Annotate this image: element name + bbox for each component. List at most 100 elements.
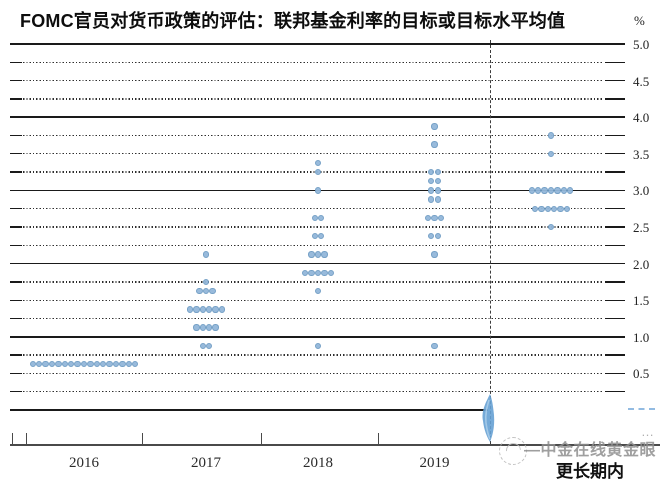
projection-dot bbox=[206, 306, 213, 313]
projection-dot bbox=[29, 361, 36, 368]
gridline-solid bbox=[10, 336, 625, 338]
projection-dot bbox=[68, 361, 75, 368]
gridline-solid bbox=[10, 43, 625, 45]
projection-dot bbox=[318, 232, 325, 240]
gridline-dotted bbox=[23, 61, 602, 63]
gridline-left-seg bbox=[10, 391, 22, 393]
projection-dot bbox=[212, 324, 219, 331]
gridline-right-seg bbox=[605, 153, 625, 155]
projection-dot bbox=[206, 342, 213, 350]
x-tick-label: 2018 bbox=[303, 455, 333, 471]
gridline-solid bbox=[10, 116, 625, 118]
projection-dot bbox=[106, 361, 113, 368]
projection-dot bbox=[202, 278, 210, 286]
projection-dot bbox=[551, 205, 558, 212]
projection-dot bbox=[544, 205, 551, 212]
projection-dot bbox=[87, 361, 94, 368]
projection-dot bbox=[314, 187, 322, 194]
y-tick-label: 3.5 bbox=[633, 146, 650, 162]
watermark-text: —中金在线黄金眼 bbox=[524, 442, 657, 459]
projection-dot bbox=[327, 269, 334, 276]
gridline-left-seg bbox=[10, 317, 22, 320]
projection-dot bbox=[547, 150, 555, 157]
projection-dot bbox=[196, 287, 203, 295]
chart-title: FOMC官员对货币政策的评估：联邦基金利率的目标或目标水平均值 bbox=[20, 11, 566, 31]
gridline-right-seg bbox=[605, 134, 625, 137]
projection-dot bbox=[563, 205, 571, 212]
gridline-right-seg bbox=[605, 372, 625, 375]
gridline-right-seg bbox=[605, 226, 625, 228]
gridline-right-seg bbox=[605, 208, 625, 210]
y-tick-label: 5.0 bbox=[633, 37, 650, 52]
gridline-solid bbox=[10, 409, 488, 411]
projection-dot bbox=[48, 361, 56, 368]
projection-dot bbox=[547, 187, 555, 194]
gridline-dotted bbox=[23, 299, 602, 301]
gridline-left-seg bbox=[10, 61, 22, 63]
gridline-left-seg bbox=[10, 79, 22, 82]
projection-dot bbox=[567, 187, 574, 194]
gridline-dotted bbox=[23, 226, 602, 228]
projection-dot bbox=[302, 269, 309, 276]
projection-dot bbox=[36, 361, 43, 368]
gridline-right-seg bbox=[605, 281, 625, 283]
projection-dot bbox=[431, 123, 438, 130]
x-tick-label: 2017 bbox=[191, 455, 221, 471]
projection-dot bbox=[132, 361, 139, 368]
gridline-dotted bbox=[23, 317, 602, 320]
x-axis-tick bbox=[26, 433, 28, 444]
projection-dot bbox=[314, 287, 322, 295]
projection-dot bbox=[218, 306, 226, 313]
gridline-dotted bbox=[23, 171, 602, 173]
projection-dot bbox=[547, 223, 555, 231]
y-tick-label: 1.0 bbox=[633, 329, 650, 345]
gridline-left-seg bbox=[10, 134, 22, 137]
gridline-dotted bbox=[23, 79, 602, 82]
projection-dot bbox=[314, 269, 322, 276]
projection-dot bbox=[314, 159, 322, 167]
projection-dot bbox=[538, 205, 545, 212]
projection-dot bbox=[434, 178, 441, 185]
gridline-dotted bbox=[23, 281, 602, 283]
projection-dot bbox=[314, 251, 322, 258]
projection-dot bbox=[206, 324, 213, 331]
projection-dot bbox=[554, 187, 561, 194]
projection-dot bbox=[428, 196, 435, 203]
projection-dot bbox=[434, 232, 441, 240]
projection-dot bbox=[428, 232, 435, 240]
projection-dot bbox=[199, 342, 206, 350]
x-axis-tick bbox=[142, 433, 144, 444]
gridline-dotted bbox=[23, 391, 602, 393]
projection-dot bbox=[428, 168, 435, 176]
gridline-dotted bbox=[23, 153, 602, 155]
projection-dot bbox=[55, 361, 62, 368]
projection-dot bbox=[93, 361, 100, 368]
projection-dot bbox=[112, 361, 120, 368]
projection-dot bbox=[308, 251, 315, 258]
x-axis-tick bbox=[378, 433, 380, 444]
projection-dot bbox=[434, 187, 441, 194]
projection-dot bbox=[186, 306, 194, 313]
gridline-left-seg bbox=[10, 354, 22, 356]
projection-dot bbox=[125, 361, 132, 368]
gray-ellipsis-artifact: … bbox=[641, 424, 655, 439]
projection-dot bbox=[193, 306, 200, 313]
x-axis-line bbox=[10, 444, 660, 446]
gridline-left-seg bbox=[10, 244, 22, 246]
projection-dot bbox=[199, 324, 206, 331]
projection-dot bbox=[428, 187, 435, 194]
projection-dot bbox=[212, 306, 219, 313]
projection-dot bbox=[80, 361, 88, 368]
projection-dot bbox=[42, 361, 49, 368]
projection-dot bbox=[202, 251, 210, 258]
y-tick-label: 2.0 bbox=[633, 256, 650, 272]
x-label-longer-run: 更长期内 bbox=[556, 462, 624, 479]
projection-dot bbox=[321, 251, 328, 258]
projection-dot bbox=[431, 141, 438, 148]
y-axis-unit-label: % bbox=[634, 13, 645, 28]
projection-dot bbox=[61, 361, 68, 368]
projection-dot bbox=[434, 196, 441, 203]
projection-dot bbox=[209, 287, 216, 295]
gridline-dotted bbox=[23, 208, 602, 210]
projection-dot bbox=[431, 251, 438, 258]
